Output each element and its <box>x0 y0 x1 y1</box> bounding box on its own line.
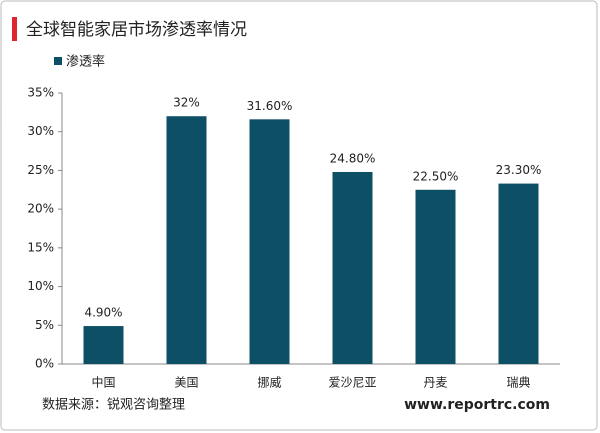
x-tick-label: 爱沙尼亚 <box>328 376 376 390</box>
source: 数据来源：锐观咨询整理 <box>42 398 185 413</box>
y-tick-label: 20% <box>27 202 54 216</box>
y-tick-label: 15% <box>27 240 54 254</box>
y-tick-label: 10% <box>27 279 54 293</box>
bar <box>83 326 124 364</box>
data-label: 31.60% <box>247 99 293 113</box>
legend-label: 渗透率 <box>66 54 105 70</box>
y-tick-label: 0% <box>35 357 54 371</box>
y-tick-label: 35% <box>27 86 54 100</box>
data-label: 32% <box>173 96 200 110</box>
x-tick-label: 中国 <box>91 375 115 390</box>
x-tick-label: 瑞典 <box>506 376 530 390</box>
data-label: 4.90% <box>84 306 122 320</box>
y-tick-label: 30% <box>27 124 54 138</box>
bar <box>498 183 539 364</box>
legend-swatch <box>54 57 62 65</box>
bar <box>332 171 373 364</box>
x-tick-label: 美国 <box>174 376 198 390</box>
x-tick-label: 挪威 <box>257 376 281 390</box>
x-tick-label: 丹麦 <box>423 376 447 390</box>
bar <box>249 119 290 364</box>
data-label: 22.50% <box>413 169 459 183</box>
y-tick-label: 25% <box>27 163 54 177</box>
chart-title: 全球智能家居市场渗透率情况 <box>26 20 247 40</box>
bar <box>166 116 207 364</box>
y-tick-label: 5% <box>35 318 54 332</box>
data-label: 24.80% <box>330 151 376 165</box>
bar <box>415 189 456 364</box>
watermark: www.reportrc.com <box>404 397 550 413</box>
title-accent <box>12 17 17 41</box>
data-label: 23.30% <box>496 163 542 177</box>
